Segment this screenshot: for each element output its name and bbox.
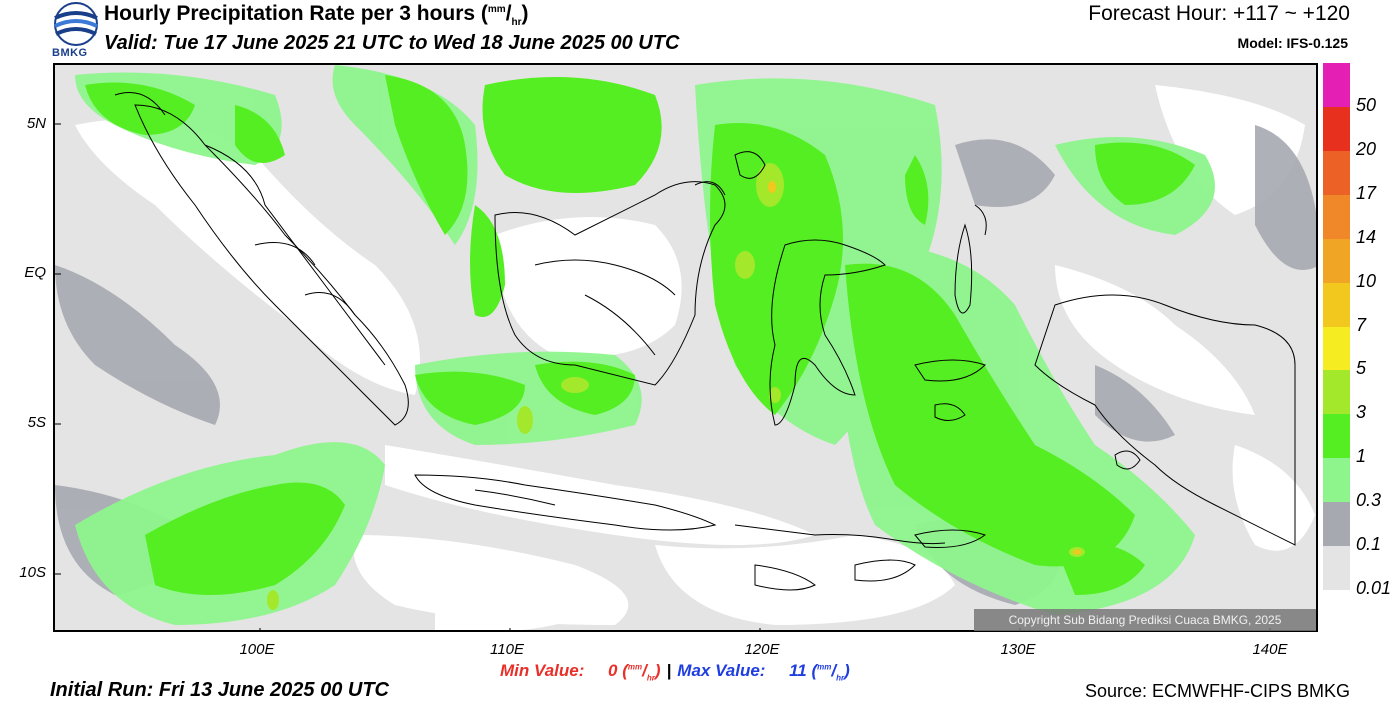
rain-1 xyxy=(85,75,1195,595)
dry-areas xyxy=(75,85,1315,630)
legend-swatch xyxy=(1323,414,1350,459)
valid-time: Valid: Tue 17 June 2025 21 UTC to Wed 18… xyxy=(104,32,680,54)
lat-label-5s: 5S xyxy=(27,414,46,431)
legend-label: 0.3 xyxy=(1356,490,1382,511)
legend-label: 10 xyxy=(1356,270,1377,291)
initial-run: Initial Run: Fri 13 June 2025 00 UTC xyxy=(50,679,389,701)
legend-label: 1 xyxy=(1356,446,1367,467)
logo-text: BMKG xyxy=(52,47,88,59)
lon-label-100e: 100E xyxy=(239,641,275,658)
lat-label-eq: EQ xyxy=(24,264,46,281)
precipitation-map xyxy=(53,63,1318,632)
model-label: Model: IFS-0.125 xyxy=(1237,35,1348,51)
lat-label-10s: 10S xyxy=(19,564,46,581)
bmkg-logo xyxy=(50,2,102,60)
coastlines xyxy=(114,92,1296,591)
data-source: Source: ECMWFHF-CIPS BMKG xyxy=(1084,681,1350,701)
legend-swatch xyxy=(1323,106,1350,152)
legend-label: 14 xyxy=(1356,226,1377,247)
legend-label: 50 xyxy=(1356,94,1377,115)
legend-swatch xyxy=(1323,150,1350,196)
min-value: Min Value: 0 (mm/hr) xyxy=(500,661,661,683)
min-max-values: Min Value: 0 (mm/hr) | Max Value: 11 (mm/h… xyxy=(500,661,850,683)
lon-label-140e: 140E xyxy=(1252,641,1288,658)
legend-swatch xyxy=(1323,282,1350,327)
legend-swatch xyxy=(1323,194,1350,240)
legend-label: 7 xyxy=(1356,314,1367,335)
color-legend xyxy=(1323,63,1350,591)
legend-label: 5 xyxy=(1356,358,1367,379)
legend-label: 0.01 xyxy=(1356,578,1392,598)
legend-label: 0.1 xyxy=(1356,534,1382,555)
lon-label-130e: 130E xyxy=(1000,641,1036,658)
max-value: Max Value: 11 (mm/hr) xyxy=(677,661,850,683)
legend-swatch xyxy=(1323,546,1350,591)
map-canvas xyxy=(55,65,1316,630)
forecast-hour: Forecast Hour: +117 ~ +120 xyxy=(1088,2,1350,25)
map-title: Hourly Precipitation Rate per 3 hours (m… xyxy=(104,2,529,29)
copyright-notice: Copyright Sub Bidang Prediksi Cuaca BMKG… xyxy=(974,609,1316,631)
legend-swatch xyxy=(1323,326,1350,371)
lon-label-110e: 110E xyxy=(490,641,524,658)
legend-swatch xyxy=(1323,502,1350,547)
rain-7 xyxy=(768,181,1081,555)
legend-swatch xyxy=(1323,458,1350,503)
lon-label-120e: 120E xyxy=(744,641,780,658)
bmkg-logo-icon xyxy=(54,2,98,46)
legend-swatch xyxy=(1323,370,1350,415)
legend-label: 3 xyxy=(1356,402,1367,423)
legend-label: 20 xyxy=(1356,138,1377,159)
legend-swatch xyxy=(1323,238,1350,284)
legend-label: 17 xyxy=(1356,182,1377,203)
legend-swatch xyxy=(1323,63,1350,108)
lat-label-5n: 5N xyxy=(26,115,46,132)
